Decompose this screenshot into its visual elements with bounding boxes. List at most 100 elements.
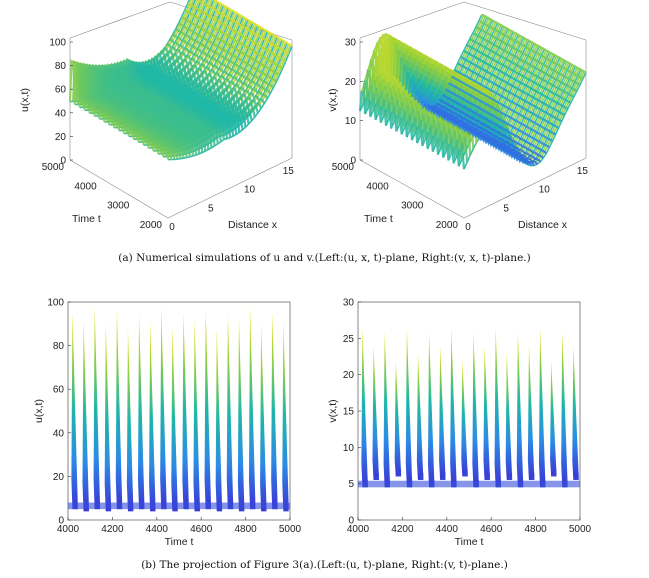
v-proj-peak-10 xyxy=(472,331,479,488)
u-proj-peak-12 xyxy=(204,308,211,510)
u-proj-ytick-4: 80 xyxy=(53,341,65,352)
u-surf-xtick-0: 0 xyxy=(169,222,175,233)
u-surf-ttick-3: 5000 xyxy=(42,162,65,173)
u-proj-peak-1 xyxy=(82,319,89,512)
v-proj-peak-11 xyxy=(483,345,490,481)
u-proj-plot-box xyxy=(67,301,291,521)
v-surf-ridge-36 xyxy=(469,37,575,98)
v-proj-marks xyxy=(358,327,580,488)
v-surf-ridge-26 xyxy=(438,98,544,159)
u-proj-peak-14 xyxy=(226,312,234,510)
u-surf-ridge-32 xyxy=(168,38,269,100)
u-surf-ridge-35 xyxy=(178,22,278,83)
v-proj-ticks: 4000 4200 4400 4600 4800 5000 0 5 10 15 20 25 30 xyxy=(343,298,592,536)
u-proj-peak-5 xyxy=(126,328,134,512)
u-surf-ttick-0: 2000 xyxy=(140,220,163,231)
v-surf-ridge-25 xyxy=(436,102,542,163)
v-proj-xtick-2: 4400 xyxy=(436,524,459,535)
v-proj-ytick-4: 20 xyxy=(343,370,355,381)
u-surf-ztick-5: 100 xyxy=(49,38,66,49)
v-surf-ridge-24 xyxy=(433,104,539,165)
v-proj-xtick-5: 5000 xyxy=(569,524,592,535)
u-surf-xtick-1: 5 xyxy=(208,203,214,214)
v-surf-ttick-0: 2000 xyxy=(436,220,459,231)
v-surf-ridge-32 xyxy=(457,62,563,123)
u-surf-ridge-34 xyxy=(175,28,275,89)
u-proj-peak-13 xyxy=(215,328,223,512)
u-proj-xtick-1: 4200 xyxy=(101,524,124,535)
v-proj-peak-0 xyxy=(361,327,368,488)
u-proj-peak-19 xyxy=(282,321,289,512)
u-surf-xtick-2: 10 xyxy=(244,185,256,196)
u-surface-mesh xyxy=(68,0,293,161)
v-surface-xlabel: Distance x xyxy=(518,219,568,231)
u-surf-ridge-29 xyxy=(158,49,259,114)
caption-b: (b) The projection of Figure 3(a).(Left:… xyxy=(141,559,508,571)
v-surf-ridge-33 xyxy=(460,56,566,116)
v-surf-ridge-39 xyxy=(478,19,584,80)
v-proj-trough-7 xyxy=(440,472,446,481)
v-proj-peak-2 xyxy=(383,331,390,488)
v-proj-peak-5 xyxy=(416,352,424,481)
v-surf-ztick-0: 0 xyxy=(350,156,356,167)
u-surf-ttick-2: 4000 xyxy=(74,181,97,192)
v-surf-ztick-2: 20 xyxy=(345,77,357,88)
u-proj-peak-11 xyxy=(193,319,200,512)
v-proj-ytick-5: 25 xyxy=(343,334,355,345)
u-proj-xlabel: Time t xyxy=(165,536,194,548)
u-proj-xtick-0: 4000 xyxy=(57,524,80,535)
v-proj-peak-8 xyxy=(450,327,457,488)
v-surf-ridge-38 xyxy=(475,26,581,86)
v-surf-xtick-2: 10 xyxy=(539,185,551,196)
v-proj-peak-13 xyxy=(505,352,513,481)
u-surf-ridge-40 xyxy=(212,0,293,47)
u-proj-peak-7 xyxy=(149,321,156,512)
u-surf-ridge-38 xyxy=(187,2,287,63)
v-proj-peak-17 xyxy=(550,360,557,477)
v-surf-ttick-3: 5000 xyxy=(332,162,355,173)
v-surf-ridge-29 xyxy=(447,82,553,143)
v-proj-trough-13 xyxy=(506,472,513,481)
v-surface-ylabel: Time t xyxy=(364,213,393,225)
u-surf-ridge-36 xyxy=(181,16,281,76)
u-proj-xtick-4: 4800 xyxy=(234,524,257,535)
v-proj-xlabel: Time t xyxy=(455,536,484,548)
v-surf-xtick-1: 5 xyxy=(503,203,509,214)
u-proj-peak-15 xyxy=(237,317,245,512)
u-surf-ridge-30 xyxy=(162,46,263,109)
v-surf-ztick-1: 10 xyxy=(345,116,357,127)
v-proj-xtick-4: 4800 xyxy=(524,524,547,535)
v-surf-xtick-0: 0 xyxy=(465,222,471,233)
v-proj-xtick-1: 4200 xyxy=(391,524,414,535)
v-proj-xtick-3: 4600 xyxy=(480,524,503,535)
u-proj-xtick-5: 5000 xyxy=(279,524,302,535)
u-proj-ticks: 4000 4200 4400 4600 4800 5000 0 20 40 60 80 100 xyxy=(47,298,301,536)
v-proj-base-band xyxy=(358,480,580,488)
u-surface-xlabel: Distance x xyxy=(228,219,278,231)
u-proj-base-band xyxy=(68,502,290,510)
v-surf-ridge-27 xyxy=(441,94,548,154)
v-surface-axes xyxy=(359,1,587,219)
u-surf-ztick-2: 40 xyxy=(55,108,67,119)
u-surface-zlabel: u(x,t) xyxy=(19,88,31,112)
u-proj-peak-2 xyxy=(93,306,100,510)
u-surf-ztick-1: 20 xyxy=(55,132,67,143)
u-proj-peak-9 xyxy=(171,325,178,512)
u-surf-ztick-4: 80 xyxy=(55,61,67,72)
u-surf-ztick-3: 60 xyxy=(55,85,67,96)
v-proj-peak-7 xyxy=(439,345,446,481)
u-surf-ttick-1: 3000 xyxy=(107,201,130,212)
v-surf-ridge-23 xyxy=(429,105,536,167)
v-surf-ridge-30 xyxy=(450,75,557,136)
v-proj-ylabel: v(x,t) xyxy=(327,399,339,422)
u-proj-peak-10 xyxy=(182,310,189,510)
v-surf-ridge-35 xyxy=(466,43,572,104)
v-proj-xtick-0: 4000 xyxy=(347,524,370,535)
v-proj-peak-4 xyxy=(405,327,413,488)
v-proj-peak-15 xyxy=(527,345,535,481)
v-proj-peak-18 xyxy=(561,331,568,488)
v-surf-xtick-3: 15 xyxy=(577,166,589,177)
u-proj-ytick-3: 60 xyxy=(53,385,65,396)
